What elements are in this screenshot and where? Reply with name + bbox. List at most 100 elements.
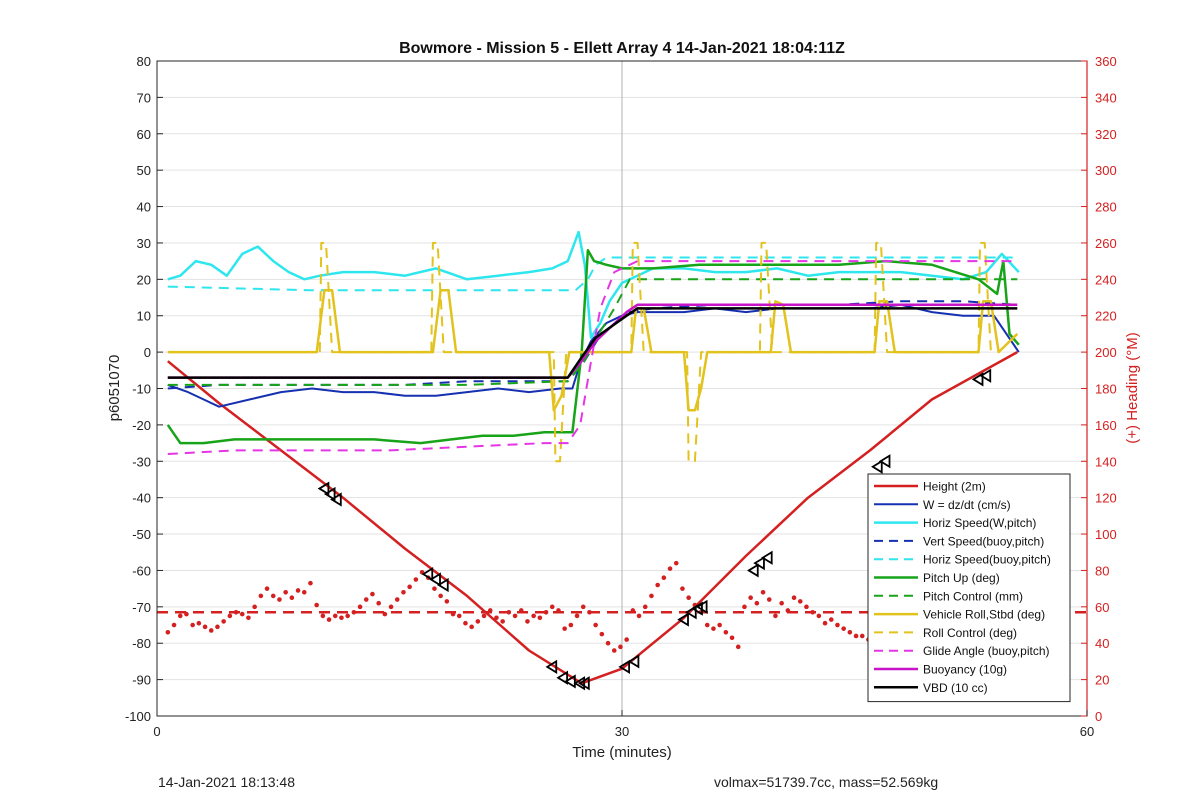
y2-tick-label: 20 [1095, 673, 1109, 688]
heading-point [810, 609, 815, 615]
surfacing-marker [627, 654, 640, 669]
heading-point [221, 619, 226, 624]
series-line [167, 278, 1018, 386]
heading-point [587, 609, 592, 615]
heading-point [264, 586, 270, 591]
y2-tick-label: 360 [1095, 54, 1117, 69]
surfacing-marker [545, 659, 558, 674]
y2-tick-label: 180 [1095, 382, 1117, 397]
y-tick-label: 20 [137, 272, 151, 287]
heading-point [773, 613, 778, 619]
heading-point [754, 600, 760, 606]
series-line [166, 248, 1020, 445]
heading-point [370, 591, 375, 597]
heading-point [246, 615, 251, 621]
y-tick-label: 70 [137, 90, 151, 105]
heading-point [853, 633, 859, 639]
y2-tick-label: 280 [1095, 200, 1117, 215]
surfacing-marker [578, 676, 590, 691]
heading-point [277, 597, 282, 602]
surfacing-marker [437, 577, 449, 593]
series-line [167, 307, 1018, 379]
heading-point [735, 644, 741, 650]
y2-tick-label: 260 [1095, 236, 1117, 251]
y2-tick-label: 120 [1095, 491, 1117, 506]
heading-point [184, 611, 189, 617]
heading-point [258, 593, 264, 599]
heading-point [729, 635, 735, 641]
y2-tick-label: 320 [1095, 127, 1117, 142]
heading-point [580, 604, 586, 610]
y2-tick-label: 140 [1095, 454, 1117, 469]
y2-tick-label: 240 [1095, 272, 1117, 287]
heading-point [828, 617, 834, 622]
legend-entry: W = dz/dt (cm/s) [923, 498, 1011, 512]
heading-point [605, 640, 611, 646]
heading-point [766, 597, 772, 602]
heading-point [742, 604, 747, 610]
heading-point [859, 633, 865, 639]
heading-point [667, 566, 673, 571]
legend: Height (2m) W = dz/dt (cm/s) Horiz Speed(W… [867, 473, 1071, 703]
series-line [167, 256, 1018, 292]
y-tick-label: -90 [132, 673, 151, 688]
heading-point [239, 611, 245, 617]
heading-point [562, 626, 567, 631]
surfacing-marker [317, 481, 330, 496]
y2-tick-label: 40 [1095, 636, 1109, 651]
heading-point [295, 588, 301, 593]
heading-point [363, 597, 369, 602]
y-tick-label: -20 [132, 418, 151, 433]
heading-point [190, 622, 195, 628]
heading-point [401, 589, 406, 595]
y-tick-label: 60 [137, 127, 151, 142]
heading-point [469, 624, 474, 630]
heading-point [748, 595, 753, 601]
heading-point [233, 609, 239, 615]
heading-point [611, 648, 617, 653]
heading-point [357, 604, 363, 610]
y2-tick-label: 200 [1095, 345, 1117, 360]
heading-point [208, 628, 214, 633]
heading-point [797, 599, 803, 604]
chart-title: Bowmore - Mission 5 - Ellett Array 4 14-… [399, 40, 845, 57]
heading-point [215, 624, 220, 630]
heading-point [642, 604, 648, 610]
heading-point [202, 624, 208, 630]
heading-point [655, 582, 660, 588]
surfacing-marker [971, 372, 984, 387]
surfacing-marker [760, 550, 773, 565]
heading-point [351, 609, 357, 615]
surfacing-marker [564, 674, 576, 689]
footer-timestamp: 14-Jan-2021 18:13:48 [158, 774, 295, 790]
legend-entry: Horiz Speed(W,pitch) [923, 516, 1036, 530]
heading-point [196, 620, 202, 626]
heading-point [624, 637, 629, 642]
surfacing-marker [677, 612, 689, 627]
y2-tick-label: 340 [1095, 90, 1117, 105]
heading-point [339, 615, 344, 621]
heading-point [332, 613, 338, 619]
y-tick-label: -100 [125, 709, 151, 724]
heading-point [512, 613, 518, 619]
heading-point [599, 631, 605, 637]
series-line [167, 230, 1020, 339]
x-tick-label: 60 [1080, 724, 1094, 739]
surfacing-marker [685, 605, 697, 620]
legend-box [867, 473, 1071, 703]
heading-point [289, 595, 295, 601]
heading-point [308, 580, 313, 586]
heading-point [456, 613, 462, 619]
heading-point [593, 622, 598, 628]
heading-point [320, 613, 326, 619]
heading-point [382, 611, 388, 617]
y-tick-label: 0 [144, 345, 151, 360]
heading-point [407, 584, 412, 590]
surfacing-marker [871, 459, 883, 474]
y2-tick-label: 220 [1095, 309, 1117, 324]
x-axis: 0 30 60 [153, 710, 1094, 739]
surfacing-marker [747, 563, 759, 578]
surfacing-marker [556, 670, 568, 685]
heading-point [376, 600, 381, 606]
